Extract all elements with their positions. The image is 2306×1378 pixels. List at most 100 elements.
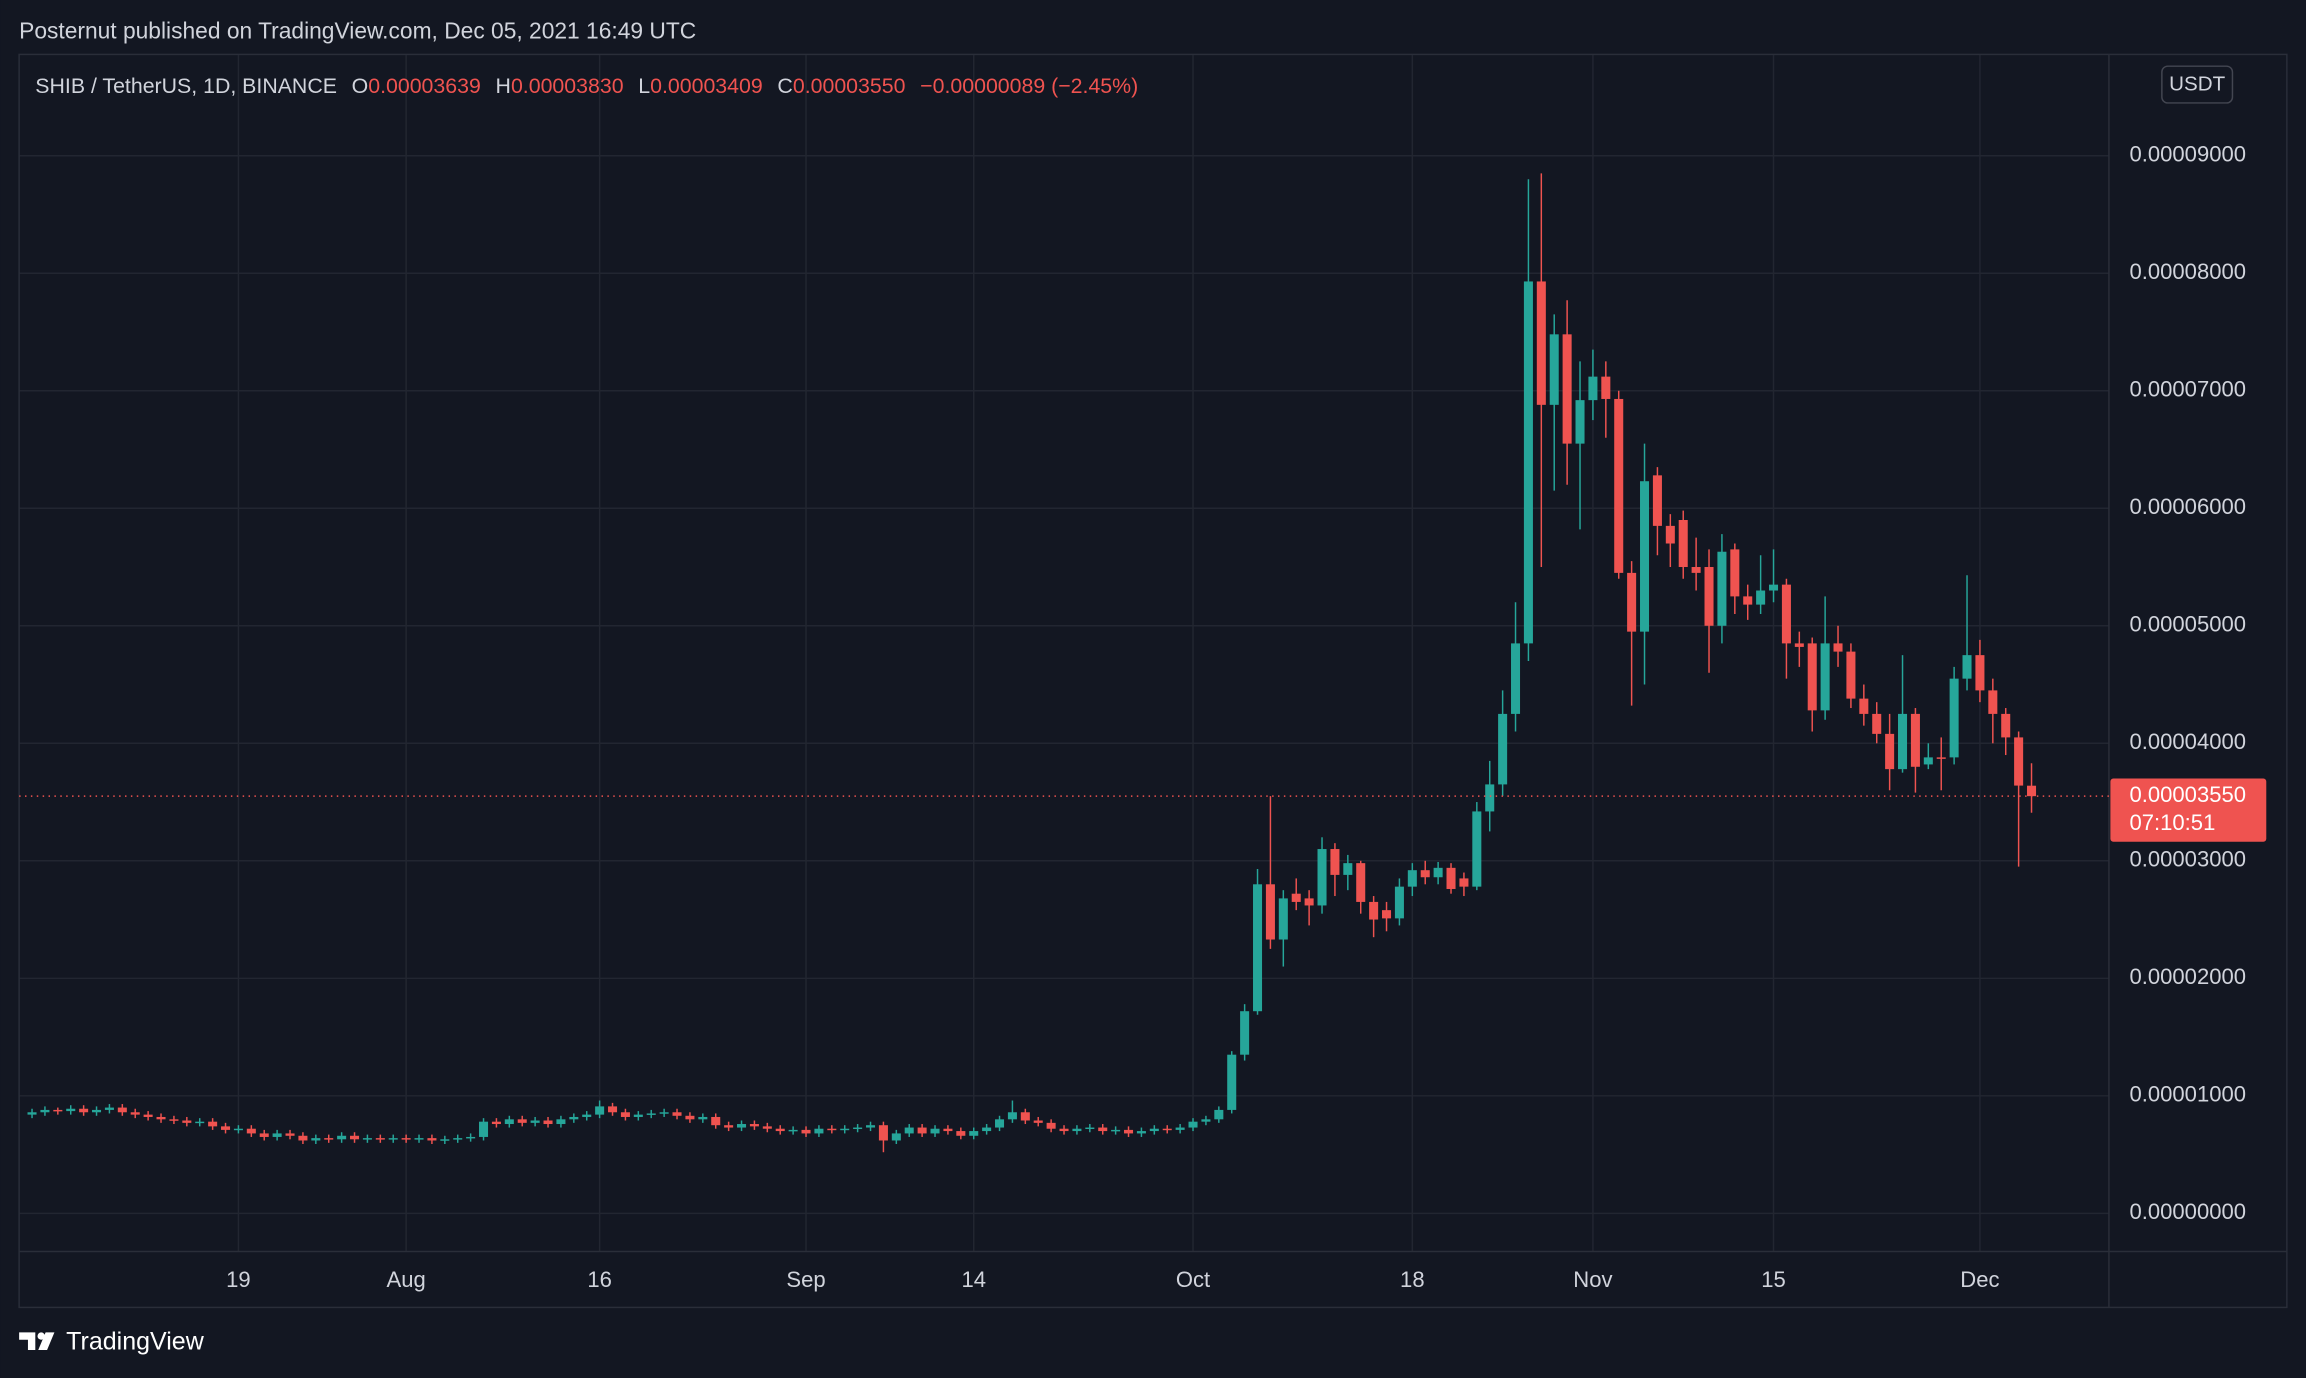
- currency-button[interactable]: [2161, 65, 2234, 104]
- candle-body: [1020, 1112, 1030, 1121]
- candle-body: [891, 1133, 901, 1141]
- candle-body: [1523, 281, 1533, 644]
- candle-body: [1356, 863, 1366, 902]
- candle-body: [440, 1139, 450, 1141]
- candle-body: [1124, 1129, 1134, 1134]
- candle-body: [1407, 870, 1417, 887]
- candle-body: [259, 1133, 269, 1137]
- candle-body: [1665, 525, 1675, 544]
- candle-body: [53, 1109, 63, 1112]
- candle-body: [724, 1125, 734, 1128]
- candle-body: [104, 1107, 114, 1110]
- last-price-tag: [2110, 778, 2267, 842]
- candle-body: [1601, 376, 1611, 399]
- candle-body: [40, 1109, 50, 1113]
- legend-label: O: [352, 73, 369, 97]
- candle-body: [1898, 713, 1908, 770]
- candle-body: [143, 1114, 153, 1117]
- candle-body: [878, 1125, 888, 1141]
- candle-body: [866, 1125, 876, 1128]
- pane-border: [18, 53, 2288, 1309]
- candle-body: [1833, 643, 1843, 652]
- candle-body: [685, 1115, 695, 1120]
- candle-body: [1382, 910, 1392, 919]
- candle-body: [1652, 475, 1662, 526]
- candle-body: [1820, 643, 1830, 711]
- candle-body: [1511, 643, 1521, 714]
- legend-label: H: [496, 73, 511, 97]
- candle-body: [749, 1124, 759, 1127]
- candle-body: [801, 1129, 811, 1134]
- candle-body: [1614, 398, 1624, 573]
- candle-body: [414, 1138, 424, 1140]
- legend-value: 0.00003409: [650, 73, 763, 97]
- candle-body: [1949, 678, 1959, 758]
- y-tick-label: 0.00009000: [2130, 142, 2246, 167]
- candle-body: [1240, 1011, 1250, 1055]
- candle-body: [1704, 567, 1714, 626]
- candle-body: [1730, 549, 1740, 597]
- candle-body: [1962, 655, 1972, 679]
- candle-body: [362, 1138, 372, 1140]
- legend-symbol: SHIB / TetherUS, 1D, BINANCE: [35, 73, 337, 97]
- candle-body: [2027, 785, 2037, 797]
- candle-body: [1640, 481, 1650, 632]
- candle-body: [1536, 281, 1546, 405]
- x-tick-label: 19: [226, 1267, 251, 1292]
- candle-body: [466, 1136, 476, 1139]
- logo-shape: [38, 1332, 55, 1351]
- candle-body: [233, 1128, 243, 1131]
- candle-body: [556, 1119, 566, 1125]
- candle-body: [530, 1120, 540, 1123]
- candle-body: [1846, 651, 1856, 699]
- candle-body: [1111, 1129, 1121, 1132]
- x-tick-label: 14: [961, 1267, 986, 1292]
- candle-body: [1433, 867, 1443, 878]
- currency-label[interactable]: USDT: [2169, 73, 2225, 96]
- candle-body: [1214, 1109, 1224, 1120]
- candle-body: [1446, 867, 1456, 889]
- candle-body: [840, 1128, 850, 1131]
- candle-body: [995, 1119, 1005, 1128]
- candle-body: [208, 1121, 218, 1127]
- candle-body: [491, 1121, 501, 1125]
- candle-body: [401, 1138, 411, 1140]
- x-tick-label: Oct: [1176, 1267, 1210, 1292]
- candle-body: [169, 1119, 179, 1121]
- candle-body: [904, 1127, 914, 1134]
- candle-body: [543, 1120, 553, 1125]
- candle-body: [1085, 1127, 1095, 1130]
- candle-body: [1227, 1054, 1237, 1110]
- candle-body: [1459, 878, 1469, 887]
- candle-body: [1859, 698, 1869, 714]
- candle-body: [1975, 655, 1985, 691]
- candle-body: [92, 1109, 102, 1113]
- candle-body: [1278, 898, 1288, 940]
- candles: [19, 173, 2109, 1153]
- candle-body: [762, 1126, 772, 1129]
- candle-body: [646, 1113, 656, 1115]
- candle-body: [1175, 1127, 1185, 1130]
- candle-body: [1678, 520, 1688, 568]
- candle-body: [1291, 893, 1301, 902]
- candle-body: [943, 1128, 953, 1132]
- candle-body: [2001, 713, 2011, 738]
- candle-body: [517, 1119, 527, 1123]
- logo-shape: [19, 1332, 36, 1351]
- candle-body: [156, 1116, 166, 1120]
- candle-body: [350, 1135, 360, 1140]
- candle-body: [1304, 898, 1314, 906]
- candle-body: [1033, 1120, 1043, 1123]
- candle-body: [1149, 1128, 1159, 1132]
- footer-brand: TradingView: [66, 1327, 205, 1355]
- candle-body: [1923, 757, 1933, 765]
- candle-body: [1910, 713, 1920, 767]
- candle-body: [1420, 870, 1430, 878]
- candle-body: [27, 1112, 37, 1115]
- candle-body: [608, 1106, 618, 1113]
- candle-body: [853, 1127, 863, 1130]
- legend-label: C: [777, 73, 792, 97]
